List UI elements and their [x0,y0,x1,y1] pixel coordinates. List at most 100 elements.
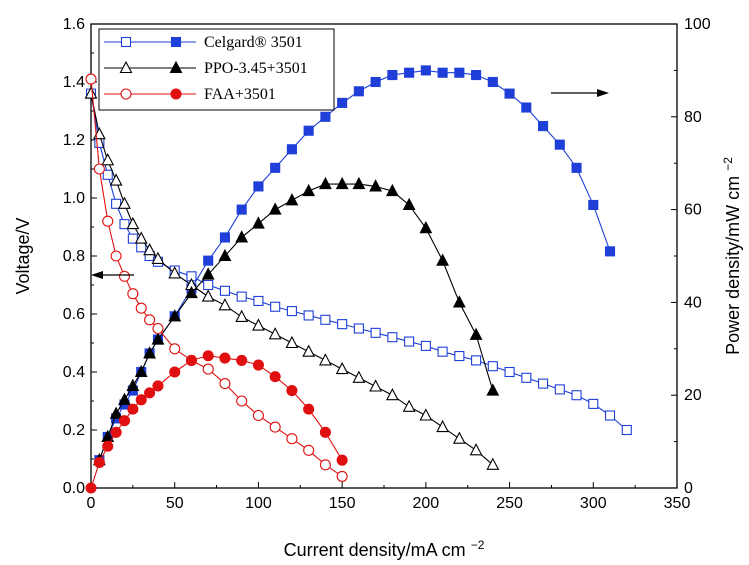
voltage-point [352,370,366,383]
voltage-point [402,399,416,412]
x-tick-label: 250 [496,495,523,512]
power-point [269,371,281,383]
power-point [201,267,215,280]
voltage-point [387,332,398,343]
power-point [118,392,131,405]
voltage-point [285,335,299,349]
power-point [185,285,198,299]
voltage-point [385,388,399,401]
voltage-point [269,421,281,433]
power-point [504,88,515,99]
power-point [303,125,314,136]
power-point [437,67,448,78]
power-point [336,454,348,466]
plot-area-frame [90,23,678,489]
power-point [152,380,164,392]
voltage-point [236,291,247,302]
power-point [436,253,450,266]
legend-entry-2: FAA+3501 [104,86,276,103]
power-point [286,385,298,397]
power-point [353,86,364,97]
power-point [487,76,498,88]
power-point [554,139,565,150]
voltage-point [370,327,381,338]
voltage-point [135,302,147,314]
voltage-point [320,314,331,325]
voltage-point [302,344,316,357]
power-line [98,69,611,461]
right-tick-label: 40 [684,294,702,311]
power-point [452,295,466,308]
voltage-point [235,309,249,322]
voltage-point [286,433,298,445]
voltage-point [303,310,314,321]
right-tick-label: 100 [684,16,711,33]
power-point [270,162,281,173]
power-point [235,230,249,243]
voltage-point [84,86,98,99]
power-point [486,383,500,396]
power-point [253,181,264,192]
legend-marker-hollow [120,36,132,48]
power-axis-arrow [551,89,609,97]
legend-marker-hollow [120,88,132,100]
voltage-point [268,327,282,340]
voltage-point [219,378,231,390]
voltage-point [201,289,215,302]
power-point [268,202,282,215]
legend-marker-hollow [119,60,133,74]
power-point [352,176,366,190]
right-axis-title-text: Power density/mW cm [723,176,743,355]
voltage-point [335,361,349,375]
left-tick-label: 1.6 [63,16,85,33]
x-tick-label: 100 [245,495,272,512]
voltage-point [111,198,122,209]
power-point [93,456,105,469]
power-point [454,67,465,78]
legend-marker-filled [170,88,182,100]
power-point [369,179,383,192]
power-point [236,204,247,215]
voltage-point [236,395,248,407]
legend-marker-filled [169,60,183,74]
power-point [219,232,230,243]
left-tick-label: 0.0 [63,480,85,497]
voltage-point [337,319,348,330]
voltage-point [102,169,113,180]
left-axis-title: Voltage/V [13,217,33,294]
voltage-point [252,318,265,331]
power-point [185,354,198,366]
power-point [318,176,332,190]
right-axis-title: Power density/mW cm −2 [721,157,743,355]
power-point [102,440,114,452]
voltage-point [110,250,122,262]
voltage-point [353,323,364,334]
voltage-point [118,270,131,282]
power-point [85,482,97,494]
voltage-point [169,343,181,355]
power-point [571,162,582,173]
right-tick-label: 0 [684,480,693,497]
voltage-point [219,285,230,296]
voltage-point [218,298,232,311]
power-point [604,246,616,257]
voltage-point [486,457,500,470]
voltage-point [270,301,281,312]
voltage-point [252,409,264,422]
power-point [134,364,148,378]
x-axis-title-sup: −2 [471,538,485,552]
power-point [320,111,331,122]
left-tick-label: 1.2 [63,132,85,149]
power-point [144,387,156,399]
power-point [404,67,415,78]
voltage-point [621,424,632,436]
power-point [202,350,214,362]
voltage-point [134,231,148,244]
voltage-point [127,288,139,300]
voltage-point [471,355,482,366]
voltage-point [420,340,431,351]
power-point [302,183,316,197]
right-tick-label: 80 [684,109,702,126]
voltage-point [93,163,105,175]
